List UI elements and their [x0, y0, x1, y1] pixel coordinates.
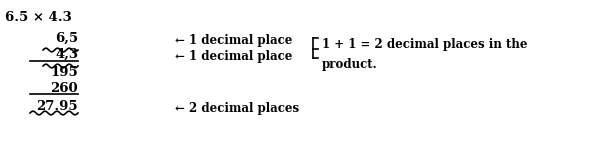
Text: ← 1 decimal place: ← 1 decimal place	[175, 50, 292, 63]
Text: ← 2 decimal places: ← 2 decimal places	[175, 102, 299, 115]
Text: 1 + 1 = 2 decimal places in the: 1 + 1 = 2 decimal places in the	[322, 38, 527, 51]
Text: 4,3: 4,3	[55, 48, 78, 61]
Text: 195: 195	[50, 66, 78, 79]
Text: 27.95: 27.95	[37, 100, 78, 113]
Text: 6.5 × 4.3: 6.5 × 4.3	[5, 11, 72, 24]
Text: ← 1 decimal place: ← 1 decimal place	[175, 34, 292, 47]
Text: product.: product.	[322, 58, 378, 71]
Text: 260: 260	[50, 82, 78, 95]
Text: 6,5: 6,5	[55, 32, 78, 45]
